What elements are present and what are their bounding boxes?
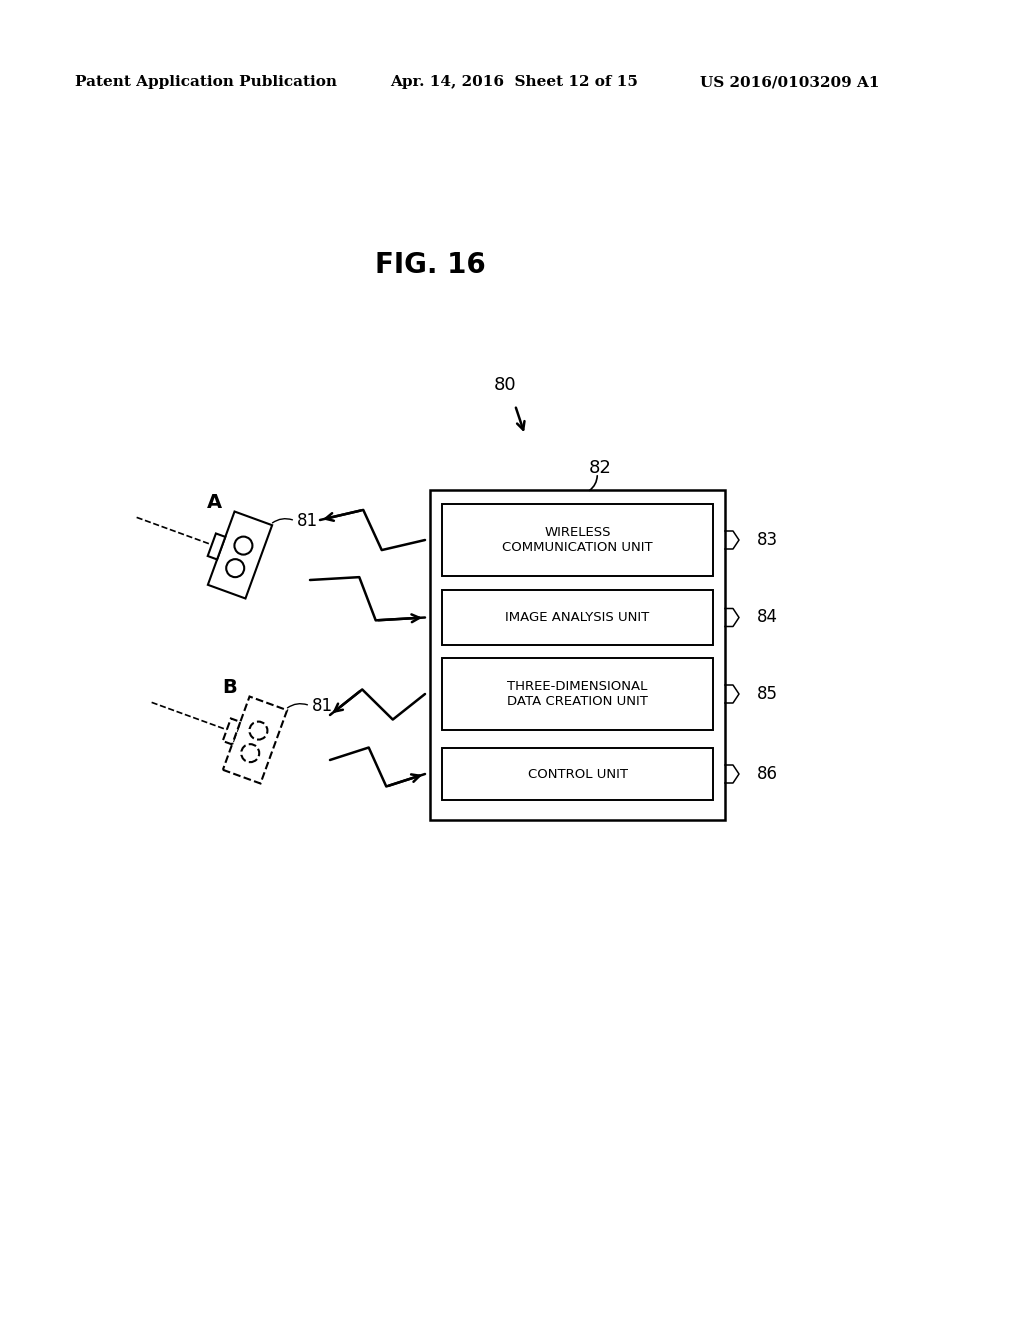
Text: 81: 81 (297, 512, 318, 529)
Circle shape (234, 537, 253, 554)
Bar (442, 590, 713, 645)
Polygon shape (222, 718, 241, 744)
Text: 86: 86 (757, 766, 778, 783)
Text: CONTROL UNIT: CONTROL UNIT (527, 767, 628, 780)
Polygon shape (223, 697, 287, 784)
Bar (442, 504, 713, 576)
Polygon shape (208, 533, 225, 560)
Text: 82: 82 (589, 459, 611, 477)
Text: 80: 80 (494, 376, 516, 393)
Text: A: A (207, 492, 222, 512)
Bar (430, 490, 725, 820)
Circle shape (226, 560, 244, 577)
Circle shape (250, 722, 267, 739)
Text: IMAGE ANALYSIS UNIT: IMAGE ANALYSIS UNIT (506, 611, 649, 624)
Text: WIRELESS
COMMUNICATION UNIT: WIRELESS COMMUNICATION UNIT (502, 525, 653, 554)
Text: 84: 84 (757, 609, 778, 627)
Text: THREE-DIMENSIONAL
DATA CREATION UNIT: THREE-DIMENSIONAL DATA CREATION UNIT (507, 680, 648, 708)
Text: FIG. 16: FIG. 16 (375, 251, 485, 279)
Text: 83: 83 (757, 531, 778, 549)
Bar (442, 748, 713, 800)
Circle shape (242, 744, 259, 762)
Text: B: B (222, 677, 237, 697)
Text: 85: 85 (757, 685, 778, 704)
Bar (442, 657, 713, 730)
Text: US 2016/0103209 A1: US 2016/0103209 A1 (700, 75, 880, 88)
Text: 81: 81 (312, 697, 333, 714)
Text: Apr. 14, 2016  Sheet 12 of 15: Apr. 14, 2016 Sheet 12 of 15 (390, 75, 638, 88)
Polygon shape (208, 512, 272, 598)
Text: Patent Application Publication: Patent Application Publication (75, 75, 337, 88)
